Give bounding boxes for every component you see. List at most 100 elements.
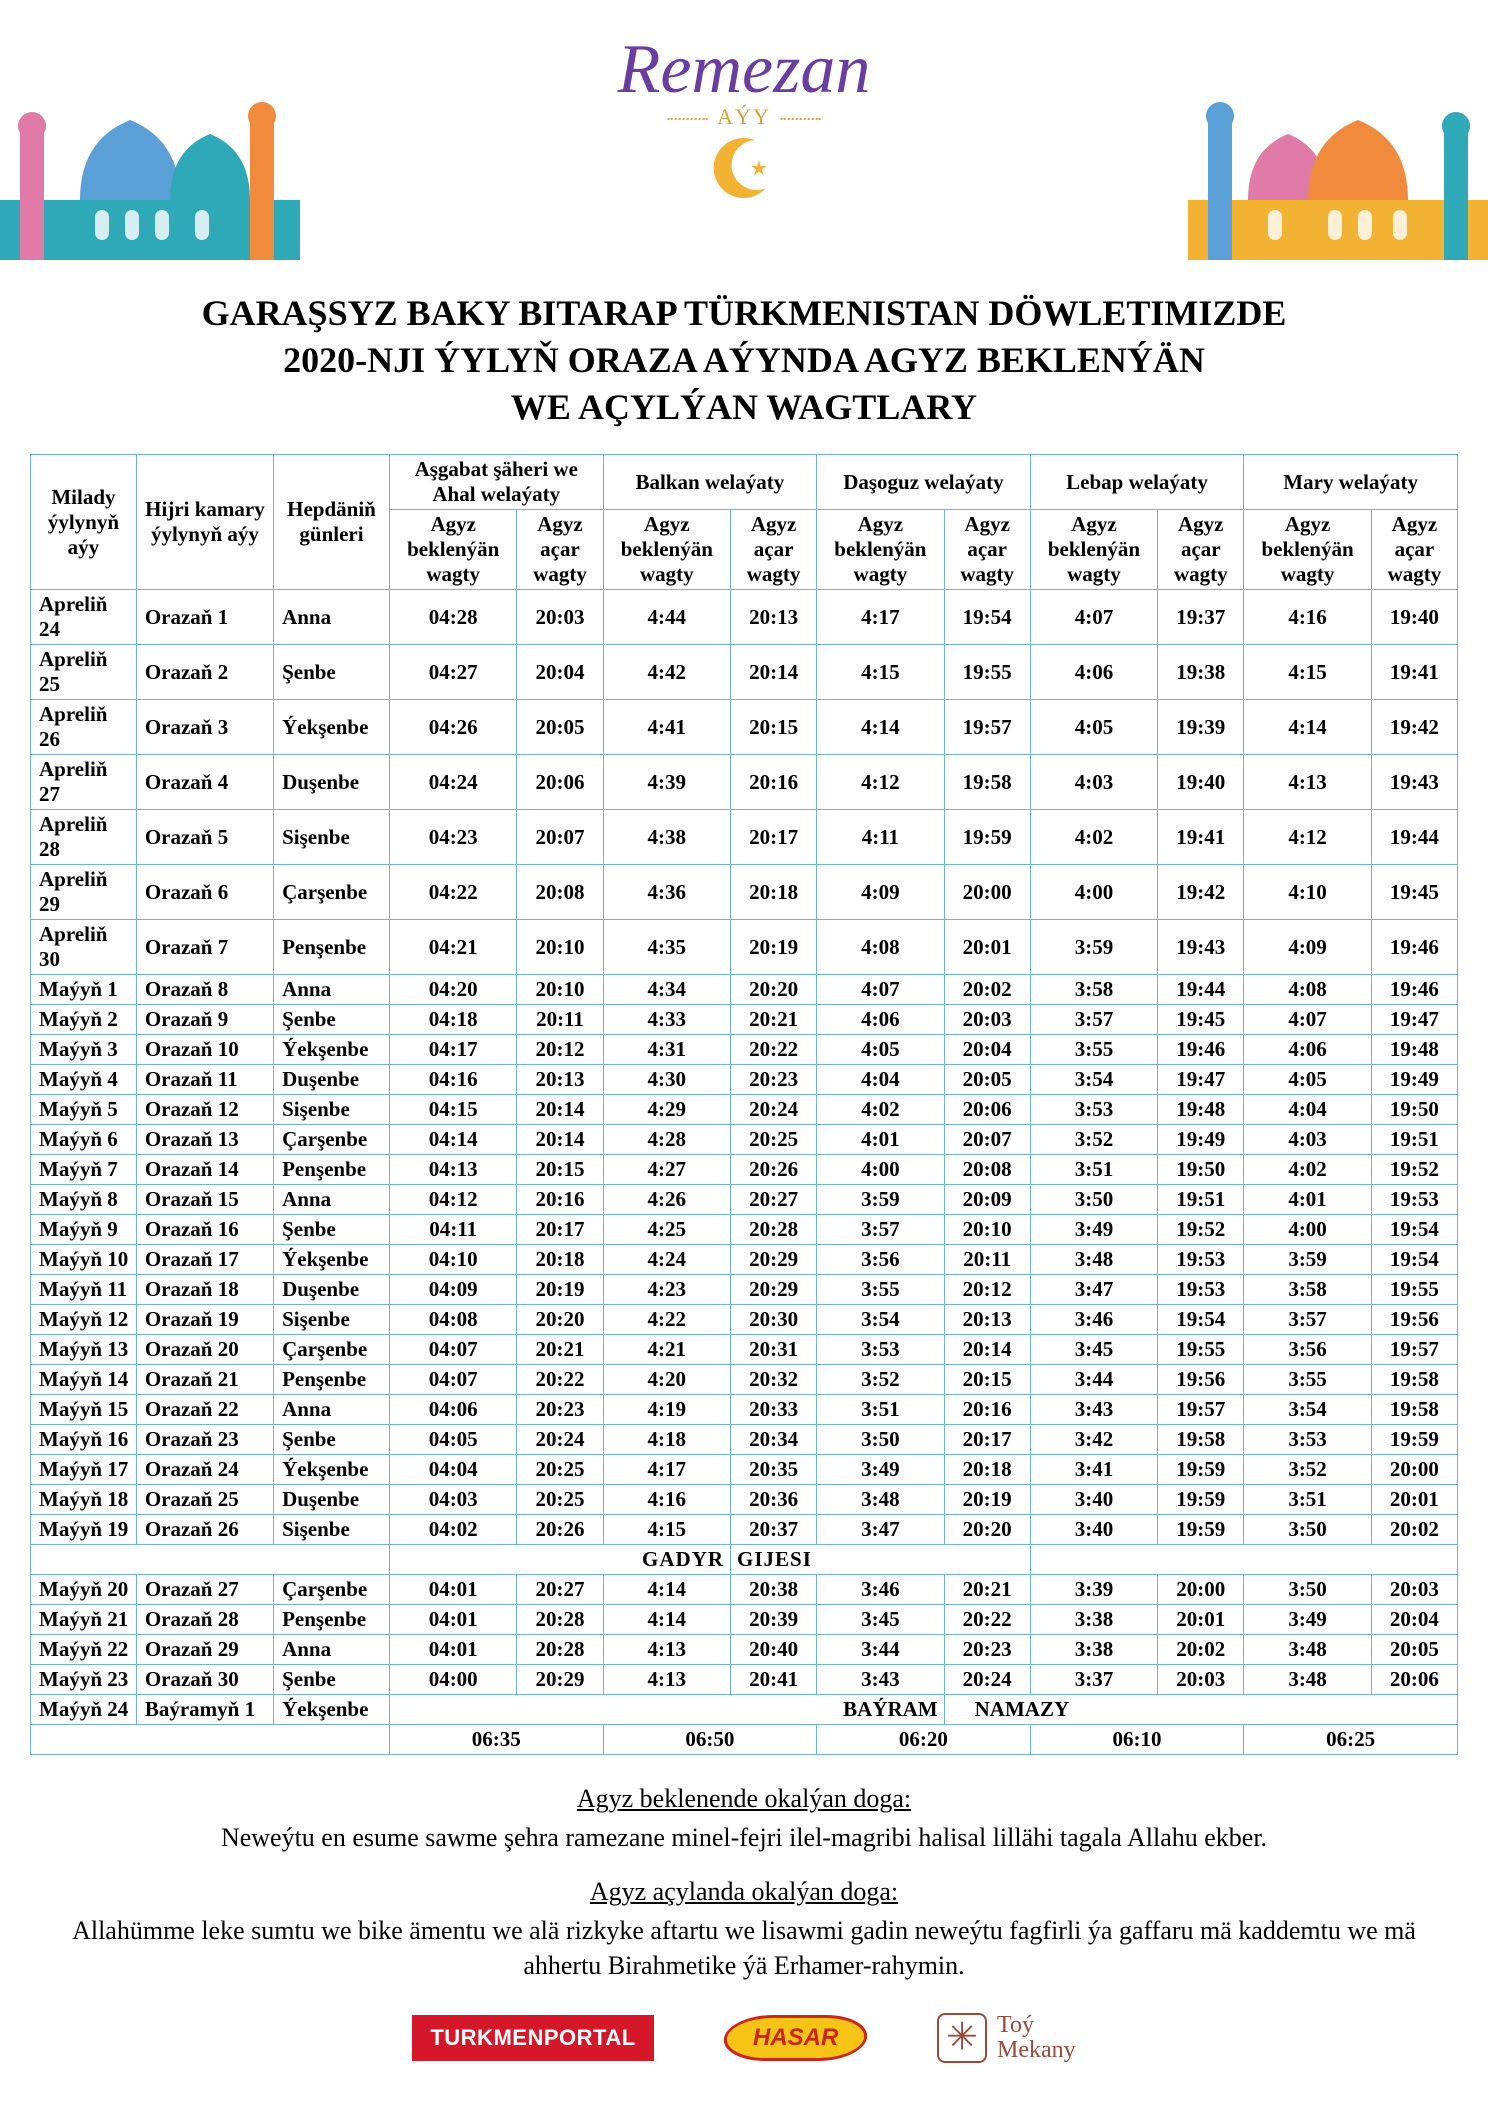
cell-time: 20:01 [944, 920, 1030, 975]
cell-empty [1030, 1545, 1457, 1575]
cell-weekday: Ýekşenbe [274, 1245, 390, 1275]
cell-time: 20:03 [944, 1005, 1030, 1035]
cell-time: 3:40 [1030, 1515, 1158, 1545]
cell-time: 19:38 [1158, 645, 1244, 700]
cell-time: 20:22 [517, 1365, 603, 1395]
col-sub-close: Agyz beklenýän wagty [389, 510, 517, 590]
cell-hijri: Orazaň 24 [136, 1455, 273, 1485]
table-row: Maýyň 13Orazaň 20Çarşenbe04:0720:214:212… [31, 1335, 1458, 1365]
cell-milady: Maýyň 13 [31, 1335, 137, 1365]
cell-time: 4:08 [1244, 975, 1372, 1005]
col-region-0: Aşgabat şäheri we Ahal welaýaty [389, 455, 603, 510]
cell-time: 04:01 [389, 1635, 517, 1665]
cell-time: 4:14 [603, 1605, 731, 1635]
cell-weekday: Sişenbe [274, 810, 390, 865]
cell-time: 4:35 [603, 920, 731, 975]
cell-time: 20:16 [517, 1185, 603, 1215]
cell-time: 20:27 [731, 1185, 817, 1215]
cell-time: 20:14 [944, 1335, 1030, 1365]
cell-time: 19:58 [1371, 1365, 1457, 1395]
cell-weekday: Anna [274, 590, 390, 645]
cell-time: 20:12 [944, 1275, 1030, 1305]
cell-milady: Maýyň 2 [31, 1005, 137, 1035]
cell-hijri: Orazaň 10 [136, 1035, 273, 1065]
cell-time: 20:22 [944, 1605, 1030, 1635]
cell-time: 4:14 [817, 700, 945, 755]
cell-time: 04:00 [389, 1665, 517, 1695]
cell-time: 19:53 [1158, 1245, 1244, 1275]
cell-time: 4:05 [1030, 700, 1158, 755]
cell-hijri: Orazaň 26 [136, 1515, 273, 1545]
cell-time: 4:02 [1244, 1155, 1372, 1185]
cell-weekday: Şenbe [274, 1425, 390, 1455]
col-sub-close: Agyz beklenýän wagty [603, 510, 731, 590]
cell-time: 20:40 [731, 1635, 817, 1665]
cell-time: 4:10 [1244, 865, 1372, 920]
cell-time: 20:18 [944, 1455, 1030, 1485]
cell-time: 19:48 [1371, 1035, 1457, 1065]
cell-time: 20:05 [1371, 1635, 1457, 1665]
cell-time: 3:43 [817, 1665, 945, 1695]
cell-time: 3:49 [817, 1455, 945, 1485]
cell-milady: Maýyň 17 [31, 1455, 137, 1485]
cell-time: 20:04 [1371, 1605, 1457, 1635]
cell-weekday: Ýekşenbe [274, 1455, 390, 1485]
cell-time: 20:06 [944, 1095, 1030, 1125]
cell-time: 4:36 [603, 865, 731, 920]
cell-empty [31, 1725, 390, 1755]
cell-time: 04:07 [389, 1335, 517, 1365]
cell-time: 4:18 [603, 1425, 731, 1455]
cell-time: 20:33 [731, 1395, 817, 1425]
cell-time: 3:50 [1244, 1515, 1372, 1545]
cell-time: 19:47 [1158, 1065, 1244, 1095]
cell-time: 20:23 [944, 1635, 1030, 1665]
cell-hijri: Orazaň 7 [136, 920, 273, 975]
cell-hijri: Orazaň 18 [136, 1275, 273, 1305]
cell-time: 4:14 [603, 1575, 731, 1605]
cell-time: 3:49 [1244, 1605, 1372, 1635]
cell-time: 3:59 [1244, 1245, 1372, 1275]
cell-time: 4:30 [603, 1065, 731, 1095]
cell-milady: Maýyň 18 [31, 1485, 137, 1515]
cell-time: 20:03 [1371, 1575, 1457, 1605]
cell-milady: Maýyň 19 [31, 1515, 137, 1545]
cell-milady: Maýyň 6 [31, 1125, 137, 1155]
cell-weekday: Penşenbe [274, 1365, 390, 1395]
cell-time: 3:48 [1030, 1245, 1158, 1275]
cell-time: 19:48 [1158, 1095, 1244, 1125]
table-row: Maýyň 4Orazaň 11Duşenbe04:1620:134:3020:… [31, 1065, 1458, 1095]
cell-time: 4:04 [817, 1065, 945, 1095]
cell-time: 19:54 [944, 590, 1030, 645]
table-row: Apreliň 30Orazaň 7Penşenbe04:2120:104:35… [31, 920, 1458, 975]
cell-time: 04:26 [389, 700, 517, 755]
cell-time: 20:41 [731, 1665, 817, 1695]
cell-time: 20:22 [731, 1035, 817, 1065]
prayer-open-heading: Agyz açylanda okalýan doga: [60, 1874, 1428, 1909]
cell-time: 3:46 [1030, 1305, 1158, 1335]
cell-time: 19:59 [1371, 1425, 1457, 1455]
cell-time: 20:26 [731, 1155, 817, 1185]
cell-milady: Maýyň 14 [31, 1365, 137, 1395]
cell-time: 4:07 [1244, 1005, 1372, 1035]
cell-time: 04:04 [389, 1455, 517, 1485]
cell-milady: Maýyň 21 [31, 1605, 137, 1635]
cell-milady: Maýyň 20 [31, 1575, 137, 1605]
cell-time: 20:17 [731, 810, 817, 865]
cell-time: 20:00 [944, 865, 1030, 920]
cell-time: 20:03 [517, 590, 603, 645]
cell-weekday: Ýekşenbe [274, 1695, 390, 1725]
cell-weekday: Penşenbe [274, 1605, 390, 1635]
cell-time: 04:01 [389, 1575, 517, 1605]
cell-time: 19:56 [1158, 1365, 1244, 1395]
col-sub-open: Agyz açar wagty [731, 510, 817, 590]
cell-time: 19:46 [1158, 1035, 1244, 1065]
cell-time: 3:58 [1244, 1275, 1372, 1305]
cell-time: 20:20 [517, 1305, 603, 1335]
col-sub-open: Agyz açar wagty [1371, 510, 1457, 590]
cell-time: 20:25 [731, 1125, 817, 1155]
cell-time: 4:09 [1244, 920, 1372, 975]
cell-time: 20:07 [517, 810, 603, 865]
cell-time: 20:34 [731, 1425, 817, 1455]
table-row: Maýyň 11Orazaň 18Duşenbe04:0920:194:2320… [31, 1275, 1458, 1305]
cell-time: 19:59 [1158, 1455, 1244, 1485]
